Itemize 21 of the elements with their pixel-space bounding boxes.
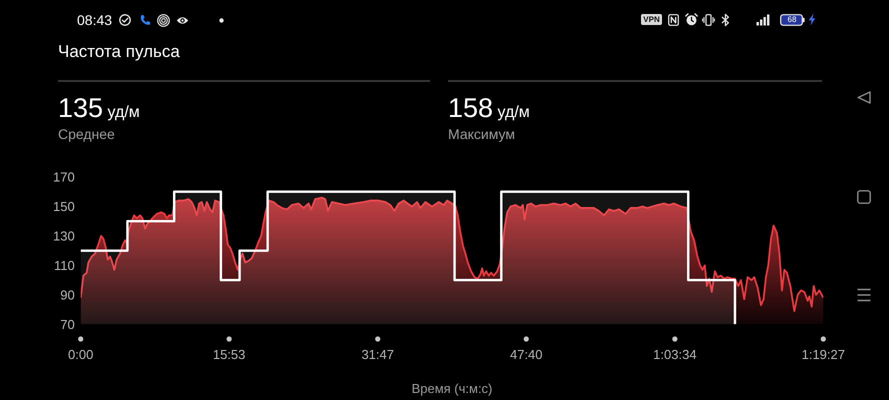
x-tick-label: 47:40 [510, 346, 543, 362]
text: 08:43 [77, 12, 112, 28]
text: 135 уд/м [58, 93, 140, 123]
x-tick-label: 1:19:27 [802, 346, 845, 362]
y-tick-label: 130 [52, 228, 75, 244]
y-tick-label: 170 [52, 170, 75, 185]
text: VPN [643, 15, 660, 24]
text: Максимум [448, 126, 515, 142]
chart-title: Частота пульса [58, 42, 180, 60]
x-tick-label: 0:00 [68, 346, 94, 362]
text: 158 уд/м [448, 93, 530, 123]
x-axis-title: Время (ч:м:с) [412, 381, 492, 396]
y-tick-label: 70 [60, 316, 75, 332]
y-tick-label: 150 [52, 199, 75, 214]
text: Среднее [58, 126, 115, 142]
x-tick-label: 15:53 [212, 346, 246, 362]
y-tick-label: 110 [54, 258, 75, 273]
x-tick-label: 31:47 [361, 346, 394, 362]
x-tick-label: 1:03:34 [653, 346, 697, 362]
text: 68 [788, 14, 796, 24]
y-tick-label: 90 [60, 287, 75, 302]
